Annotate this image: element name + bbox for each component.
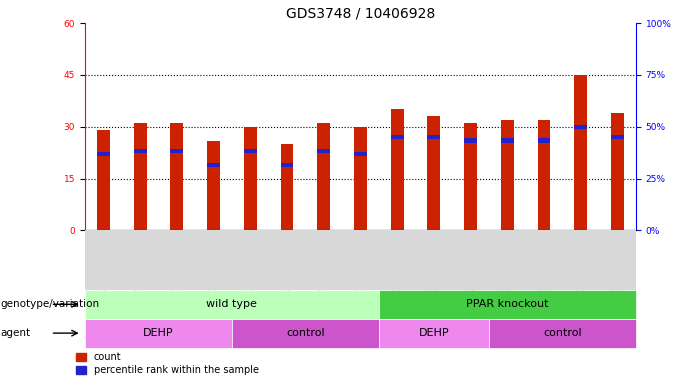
Bar <box>575 75 587 230</box>
Bar <box>428 116 440 230</box>
Bar <box>489 319 636 348</box>
Text: DEHP: DEHP <box>143 328 174 338</box>
Legend: count, percentile rank within the sample: count, percentile rank within the sample <box>76 353 259 375</box>
Bar <box>575 125 587 129</box>
Bar <box>611 135 624 139</box>
Bar <box>611 113 624 230</box>
Bar <box>85 290 379 319</box>
Bar <box>391 135 403 139</box>
Bar <box>379 319 489 348</box>
Text: DEHP: DEHP <box>418 328 449 338</box>
Bar <box>281 144 293 230</box>
Bar <box>538 120 550 230</box>
Bar <box>379 290 636 319</box>
Bar <box>464 123 477 230</box>
Bar <box>207 163 220 167</box>
Bar <box>318 149 330 153</box>
Bar <box>501 139 513 142</box>
Bar <box>281 163 293 167</box>
Bar <box>391 109 403 230</box>
Bar <box>232 319 379 348</box>
Text: agent: agent <box>1 328 31 338</box>
Text: control: control <box>286 328 324 338</box>
Bar <box>134 123 146 230</box>
Title: GDS3748 / 10406928: GDS3748 / 10406928 <box>286 7 435 20</box>
Bar <box>354 127 367 230</box>
Bar <box>85 319 232 348</box>
Bar <box>244 149 256 153</box>
Bar <box>171 149 183 153</box>
Text: genotype/variation: genotype/variation <box>1 299 100 310</box>
Text: control: control <box>543 328 581 338</box>
Bar <box>97 152 109 156</box>
Bar <box>464 139 477 142</box>
Text: PPAR knockout: PPAR knockout <box>466 299 549 310</box>
Bar <box>171 123 183 230</box>
Bar <box>354 152 367 156</box>
Bar <box>428 135 440 139</box>
Bar <box>318 123 330 230</box>
Bar <box>97 130 109 230</box>
Bar <box>538 139 550 142</box>
Bar <box>207 141 220 230</box>
Bar <box>244 127 256 230</box>
Bar <box>501 120 513 230</box>
Bar <box>134 149 146 153</box>
Text: wild type: wild type <box>207 299 257 310</box>
